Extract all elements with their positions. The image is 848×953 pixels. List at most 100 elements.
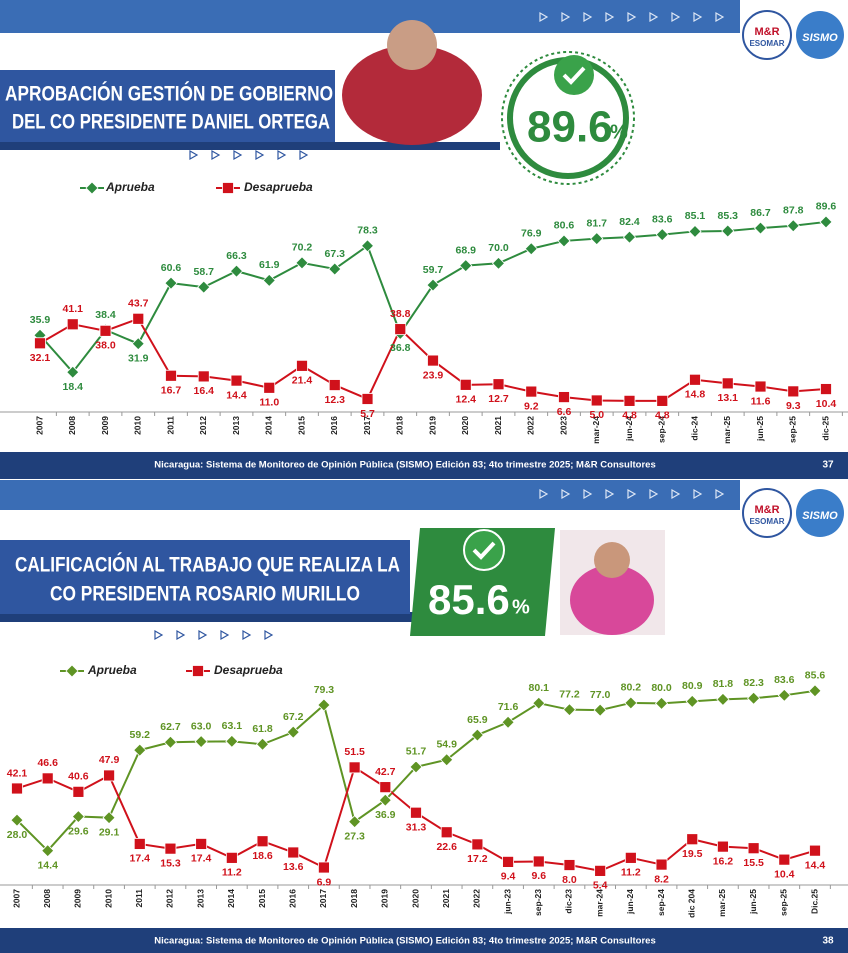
marker (491, 256, 506, 270)
data-label: 76.9 (521, 228, 542, 240)
arrow-icon (233, 149, 243, 161)
data-label: 11.0 (259, 397, 279, 409)
marker (747, 842, 760, 855)
series-line (39, 220, 827, 374)
marker (563, 859, 576, 871)
marker (197, 280, 211, 294)
arrow-icon (627, 488, 637, 500)
x-tick-label: mar-25 (722, 416, 732, 444)
data-label: 41.1 (63, 303, 84, 315)
data-label: 12.3 (325, 394, 346, 406)
arrow-icon (220, 629, 230, 641)
data-label: 14.4 (226, 389, 247, 401)
logo-text: SISMO (802, 510, 838, 522)
logo-text: ESOMAR (749, 39, 784, 48)
marker (286, 725, 300, 739)
data-label: 11.2 (621, 867, 641, 879)
marker (654, 696, 669, 710)
data-label: 80.9 (682, 680, 703, 692)
x-tick-label: 2010 (103, 889, 113, 908)
marker (590, 394, 603, 407)
marker (753, 221, 768, 235)
title-box (0, 540, 410, 614)
marker (558, 391, 570, 403)
marker (328, 262, 342, 276)
x-tick-label: 2014 (226, 889, 236, 908)
data-label: 8.0 (562, 874, 577, 886)
marker (716, 692, 730, 706)
logo-text: M&R (754, 504, 779, 516)
data-label: 11.6 (751, 395, 771, 407)
highlight-box (410, 528, 555, 636)
page-number: 38 (822, 936, 834, 947)
data-label: 71.6 (498, 701, 519, 713)
arrow-icon (154, 629, 164, 641)
data-label: 23.9 (423, 369, 444, 381)
top-band (0, 0, 740, 33)
marker (594, 864, 607, 877)
data-label: 85.1 (685, 210, 706, 222)
marker (426, 278, 440, 292)
marker (255, 737, 270, 751)
data-label: 83.6 (774, 674, 795, 686)
marker (295, 256, 309, 270)
marker (809, 844, 821, 857)
data-label: 14.8 (685, 389, 706, 401)
x-tick-label: dic-25 (820, 416, 830, 441)
marker (360, 239, 375, 253)
data-label: 59.2 (130, 729, 151, 741)
data-label: 9.3 (786, 400, 801, 412)
footer-text: Nicaragua: Sistema de Monitoreo de Opini… (154, 936, 655, 947)
x-tick-label: 2021 (441, 889, 451, 908)
data-label: 67.2 (283, 711, 304, 723)
data-label: 5.4 (593, 880, 608, 892)
marker (379, 781, 392, 794)
marker (41, 844, 55, 858)
legend-label: Aprueba (105, 180, 155, 194)
data-label: 63.1 (222, 720, 243, 732)
marker (721, 224, 735, 238)
marker (819, 215, 833, 229)
x-tick-label: 2012 (198, 416, 208, 435)
highlight-unit: % (512, 596, 530, 618)
x-tick-label: dic-24 (689, 416, 699, 441)
highlight-value: 89.6 (527, 103, 613, 152)
data-label: 63.0 (191, 720, 212, 732)
legend-marker (222, 182, 234, 194)
data-label: 70.0 (488, 242, 509, 254)
marker (656, 394, 669, 407)
marker (328, 379, 341, 391)
x-tick-label: 2007 (11, 889, 21, 908)
photo (387, 20, 437, 70)
marker (394, 323, 407, 336)
logo-text: ESOMAR (749, 517, 784, 526)
arrow-icon (671, 488, 681, 500)
marker (459, 259, 473, 273)
x-tick-label: 2016 (329, 416, 339, 435)
data-label: 60.6 (161, 262, 182, 274)
marker (470, 728, 484, 742)
marker (562, 703, 577, 717)
data-label: 85.3 (718, 210, 739, 222)
logo-text: M&R (754, 26, 779, 38)
legend-label: Desaprueba (244, 180, 313, 194)
data-label: 4.8 (622, 410, 637, 422)
marker (102, 811, 116, 825)
marker (786, 219, 800, 233)
title-box (0, 70, 335, 142)
x-tick-label: Dic.25 (809, 889, 819, 914)
marker (348, 761, 361, 774)
data-label: 80.2 (621, 682, 642, 694)
x-tick-label: 2007 (34, 416, 44, 435)
data-label: 89.6 (816, 201, 837, 213)
x-tick-label: 2015 (296, 416, 306, 435)
data-label: 9.2 (524, 400, 539, 412)
data-label: 18.6 (252, 850, 273, 862)
arrow-icon (561, 11, 571, 23)
marker (686, 833, 699, 846)
data-label: 14.4 (37, 859, 58, 871)
data-label: 36.9 (375, 809, 396, 821)
marker (66, 318, 79, 331)
title-underline (0, 612, 420, 622)
